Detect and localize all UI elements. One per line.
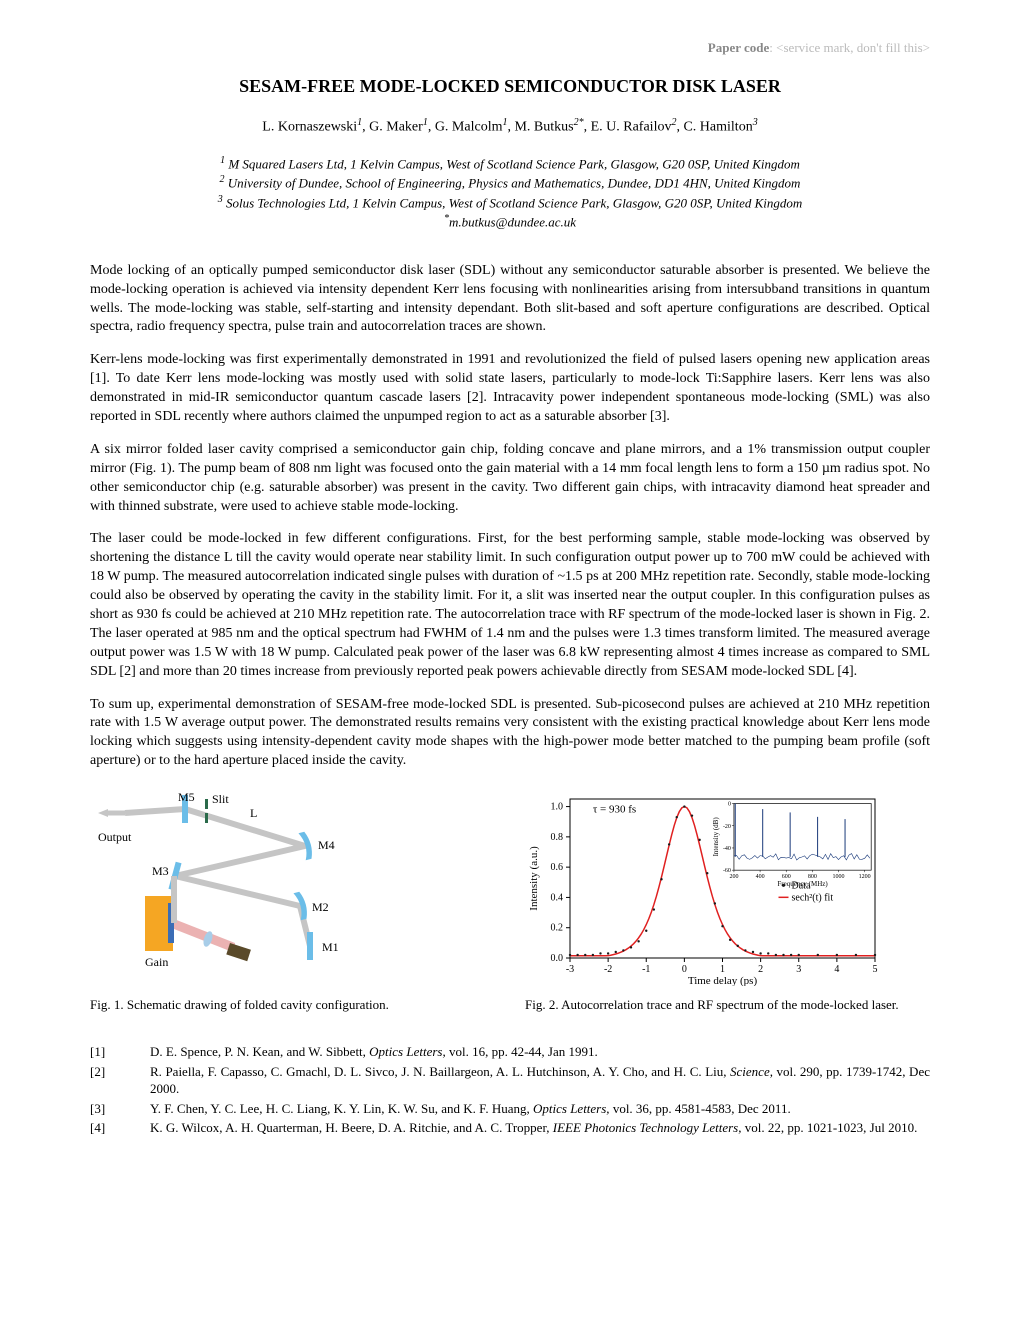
reference-number: [2]	[90, 1063, 150, 1098]
affiliations-block: 1 M Squared Lasers Ltd, 1 Kelvin Campus,…	[90, 154, 930, 232]
paragraph: To sum up, experimental demonstration of…	[90, 696, 930, 772]
paper-code-value: : <service mark, don't fill this>	[769, 40, 930, 55]
paragraph: Mode locking of an optically pumped semi…	[90, 262, 930, 338]
svg-text:M3: M3	[152, 864, 169, 878]
svg-text:0.4: 0.4	[551, 893, 564, 904]
svg-text:0.0: 0.0	[551, 953, 564, 964]
figure-2: -3 -2 -1 0 1 2 3 4 5 0.0 0.2 0.4 0.6 0.8…	[525, 791, 930, 1013]
svg-text:0.6: 0.6	[551, 862, 564, 873]
autocorrelation-chart: -3 -2 -1 0 1 2 3 4 5 0.0 0.2 0.4 0.6 0.8…	[525, 791, 885, 986]
body-text: Mode locking of an optically pumped semi…	[90, 262, 930, 771]
svg-text:0.8: 0.8	[551, 832, 564, 843]
paper-code-header: Paper code: <service mark, don't fill th…	[90, 40, 930, 56]
svg-text:Frequency (MHz): Frequency (MHz)	[777, 880, 828, 888]
svg-text:-60: -60	[723, 868, 731, 874]
svg-text:sech²(t) fit: sech²(t) fit	[792, 892, 834, 903]
svg-text:0: 0	[728, 802, 731, 808]
svg-text:Gain: Gain	[145, 955, 168, 969]
reference-text: D. E. Spence, P. N. Kean, and W. Sibbett…	[150, 1043, 930, 1061]
svg-text:200: 200	[729, 874, 738, 880]
svg-text:2: 2	[758, 964, 763, 975]
svg-text:1: 1	[720, 964, 725, 975]
svg-text:1200: 1200	[859, 874, 871, 880]
svg-text:-2: -2	[604, 964, 612, 975]
figure-1-content: M5 Slit L Output M4 M3 M2 M1 Gain	[90, 791, 495, 991]
paragraph: The laser could be mode-locked in few di…	[90, 530, 930, 681]
svg-text:Time delay (ps): Time delay (ps)	[688, 975, 758, 986]
figure-2-caption: Fig. 2. Autocorrelation trace and RF spe…	[525, 997, 930, 1013]
figures-row: M5 Slit L Output M4 M3 M2 M1 Gain Fig. 1…	[90, 791, 930, 1013]
svg-text:Output: Output	[98, 830, 132, 844]
reference-number: [3]	[90, 1100, 150, 1118]
svg-text:-1: -1	[642, 964, 650, 975]
figure-1: M5 Slit L Output M4 M3 M2 M1 Gain Fig. 1…	[90, 791, 495, 1013]
svg-text:0: 0	[682, 964, 687, 975]
svg-text:5: 5	[873, 964, 878, 975]
authors-line: L. Kornaszewski1, G. Maker1, G. Malcolm1…	[90, 117, 930, 136]
svg-text:1000: 1000	[833, 874, 845, 880]
svg-text:L: L	[250, 806, 257, 820]
paragraph: A six mirror folded laser cavity compris…	[90, 441, 930, 517]
paper-title: SESAM-FREE MODE-LOCKED SEMICONDUCTOR DIS…	[90, 76, 930, 97]
reference-number: [1]	[90, 1043, 150, 1061]
svg-text:Intensity (dB): Intensity (dB)	[712, 817, 720, 857]
svg-text:M5: M5	[178, 791, 195, 804]
reference-row: [3] Y. F. Chen, Y. C. Lee, H. C. Liang, …	[90, 1100, 930, 1118]
svg-text:τ = 930 fs: τ = 930 fs	[593, 804, 636, 816]
paragraph: Kerr-lens mode-locking was first experim…	[90, 351, 930, 427]
svg-text:M1: M1	[322, 940, 339, 954]
svg-text:4: 4	[834, 964, 839, 975]
svg-text:M2: M2	[312, 900, 329, 914]
svg-text:-40: -40	[723, 846, 731, 852]
svg-text:3: 3	[796, 964, 801, 975]
reference-row: [2] R. Paiella, F. Capasso, C. Gmachl, D…	[90, 1063, 930, 1098]
figure-1-caption: Fig. 1. Schematic drawing of folded cavi…	[90, 997, 495, 1013]
reference-text: R. Paiella, F. Capasso, C. Gmachl, D. L.…	[150, 1063, 930, 1098]
reference-row: [1] D. E. Spence, P. N. Kean, and W. Sib…	[90, 1043, 930, 1061]
cavity-schematic: M5 Slit L Output M4 M3 M2 M1 Gain	[90, 791, 370, 981]
svg-text:400: 400	[756, 874, 765, 880]
reference-text: Y. F. Chen, Y. C. Lee, H. C. Liang, K. Y…	[150, 1100, 930, 1118]
svg-text:1.0: 1.0	[551, 802, 564, 813]
figure-2-content: -3 -2 -1 0 1 2 3 4 5 0.0 0.2 0.4 0.6 0.8…	[525, 791, 930, 991]
svg-text:-20: -20	[723, 824, 731, 830]
svg-text:Slit: Slit	[212, 792, 229, 806]
references: [1] D. E. Spence, P. N. Kean, and W. Sib…	[90, 1043, 930, 1137]
svg-text:M4: M4	[318, 838, 335, 852]
reference-number: [4]	[90, 1119, 150, 1137]
svg-text:Intensity (a.u.): Intensity (a.u.)	[528, 846, 540, 911]
reference-row: [4] K. G. Wilcox, A. H. Quarterman, H. B…	[90, 1119, 930, 1137]
svg-text:-3: -3	[566, 964, 574, 975]
paper-code-label: Paper code	[708, 40, 770, 55]
svg-text:0.2: 0.2	[551, 923, 564, 934]
reference-text: K. G. Wilcox, A. H. Quarterman, H. Beere…	[150, 1119, 930, 1137]
